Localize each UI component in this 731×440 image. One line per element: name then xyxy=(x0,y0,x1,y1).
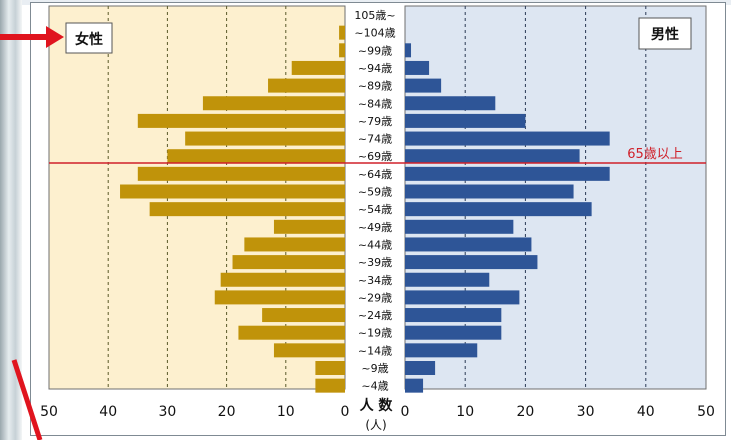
x-tick-male: 40 xyxy=(637,404,655,420)
x-tick-female: 10 xyxy=(277,404,295,420)
annotation-65-label: 65歳以上 xyxy=(627,147,683,162)
x-axis-label: 人 数 xyxy=(360,397,394,414)
x-tick-male: 50 xyxy=(697,404,715,420)
x-tick-female: 0 xyxy=(341,404,350,420)
age-label: ~59歳 xyxy=(358,186,392,199)
bar-male-10 xyxy=(405,184,574,199)
bar-female-14 xyxy=(232,255,345,270)
bar-male-21 xyxy=(405,378,424,393)
bar-female-1 xyxy=(339,25,345,40)
bar-male-16 xyxy=(405,290,520,305)
bar-female-5 xyxy=(202,96,345,111)
age-label: ~74歳 xyxy=(358,133,392,146)
bar-male-12 xyxy=(405,219,514,234)
age-label: ~4歳 xyxy=(361,380,388,393)
bar-male-9 xyxy=(405,166,610,181)
bar-male-15 xyxy=(405,272,490,287)
bar-female-19 xyxy=(273,343,345,358)
x-tick-female: 30 xyxy=(158,404,176,420)
bar-female-18 xyxy=(238,325,345,340)
age-label: ~14歳 xyxy=(358,344,392,357)
age-label: ~49歳 xyxy=(358,221,392,234)
bar-male-19 xyxy=(405,343,478,358)
bar-female-11 xyxy=(149,202,345,217)
age-label: ~9歳 xyxy=(361,362,388,375)
bar-male-6 xyxy=(405,113,526,128)
bar-female-21 xyxy=(315,378,345,393)
age-label: ~34歳 xyxy=(358,274,392,287)
age-label: ~39歳 xyxy=(358,256,392,269)
x-tick-female: 20 xyxy=(218,404,236,420)
age-label: ~104歳 xyxy=(354,27,395,40)
age-label: ~89歳 xyxy=(358,80,392,93)
bar-female-2 xyxy=(339,43,345,58)
bar-female-10 xyxy=(120,184,345,199)
bar-female-13 xyxy=(244,237,345,252)
x-axis-unit: (人) xyxy=(365,418,386,432)
background-strip xyxy=(0,0,22,440)
bar-male-5 xyxy=(405,96,496,111)
age-label: ~69歳 xyxy=(358,150,392,163)
bar-female-15 xyxy=(220,272,345,287)
age-label: ~79歳 xyxy=(358,115,392,128)
age-label: ~19歳 xyxy=(358,327,392,340)
legend-female-box xyxy=(65,22,113,54)
bar-male-18 xyxy=(405,325,502,340)
x-tick-male: 10 xyxy=(456,404,474,420)
age-label: ~44歳 xyxy=(358,238,392,251)
x-tick-male: 20 xyxy=(516,404,534,420)
legend-male-box xyxy=(638,17,692,50)
bar-male-20 xyxy=(405,361,436,375)
x-tick-male: 30 xyxy=(577,404,595,420)
bar-male-7 xyxy=(405,131,610,146)
bar-male-4 xyxy=(405,78,442,93)
age-label: ~24歳 xyxy=(358,309,392,322)
x-tick-female: 40 xyxy=(99,404,117,420)
bar-female-20 xyxy=(315,361,345,375)
bar-female-16 xyxy=(214,290,345,305)
bar-male-14 xyxy=(405,255,538,270)
age-label: ~54歳 xyxy=(358,203,392,216)
age-label: ~84歳 xyxy=(358,97,392,110)
bar-female-3 xyxy=(291,60,345,75)
bar-male-17 xyxy=(405,308,502,323)
age-label: ~64歳 xyxy=(358,168,392,181)
bar-female-6 xyxy=(137,113,345,128)
bar-male-3 xyxy=(405,60,430,75)
bar-female-9 xyxy=(137,166,345,181)
legend-male-label: 男性 xyxy=(651,26,679,43)
bar-female-17 xyxy=(262,308,345,323)
pointer-arrow-head xyxy=(46,26,64,48)
bar-female-8 xyxy=(167,149,345,164)
bar-female-12 xyxy=(273,219,345,234)
age-label: ~99歳 xyxy=(358,44,392,57)
x-tick-male: 0 xyxy=(401,404,410,420)
bar-male-13 xyxy=(405,237,532,252)
bar-female-7 xyxy=(185,131,345,146)
bar-female-4 xyxy=(268,78,345,93)
legend-female-label: 女性 xyxy=(75,31,103,48)
pointer-line xyxy=(11,359,43,440)
age-label: ~29歳 xyxy=(358,291,392,304)
age-label: 105歳~ xyxy=(354,9,395,22)
bar-male-2 xyxy=(405,43,412,58)
x-tick-female: 50 xyxy=(40,404,58,420)
bar-male-11 xyxy=(405,202,592,217)
bar-male-8 xyxy=(405,149,580,164)
age-label: ~94歳 xyxy=(358,62,392,75)
